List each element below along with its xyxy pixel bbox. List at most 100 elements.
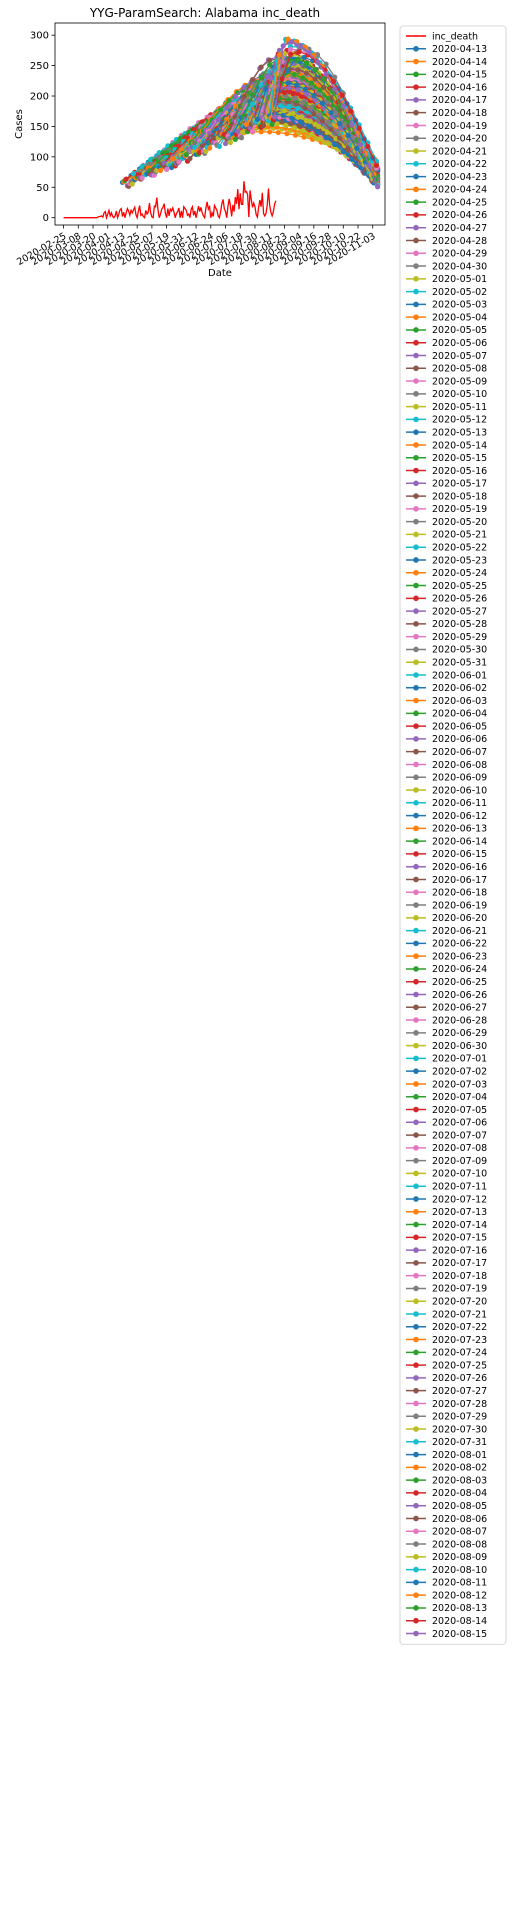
- legend-entry: 2020-04-30: [432, 261, 487, 272]
- forecast-point: [307, 118, 313, 124]
- forecast-point: [300, 75, 306, 81]
- forecast-point: [269, 121, 275, 128]
- forecast-point: [280, 112, 286, 118]
- plot-frame: [54, 22, 386, 226]
- forecast-point: [285, 36, 291, 42]
- forecast-point: [249, 77, 256, 83]
- forecast-point: [258, 74, 264, 80]
- legend-swatch-marker: [413, 876, 419, 883]
- forecast-point: [328, 110, 334, 116]
- legend: inc_death2020-04-132020-04-142020-04-152…: [399, 25, 507, 1645]
- legend-swatch-marker: [413, 557, 419, 563]
- legend-entry: 2020-04-16: [432, 82, 487, 93]
- forecast-point: [356, 125, 362, 131]
- legend-box: [399, 25, 507, 1645]
- legend-entry: 2020-06-27: [432, 1003, 487, 1014]
- legend-swatch-marker: [413, 1272, 419, 1279]
- legend-entry: 2020-06-28: [432, 1015, 487, 1026]
- forecast-point: [222, 140, 229, 147]
- forecast-point: [187, 155, 193, 162]
- legend-swatch-marker: [413, 1515, 419, 1522]
- legend-entry: 2020-07-22: [432, 1322, 487, 1333]
- legend-entry: 2020-04-18: [432, 108, 487, 119]
- forecast-point: [267, 62, 273, 68]
- forecast-point: [306, 49, 312, 55]
- y-axis: 0 50 100 150 200 250 300: [30, 31, 55, 224]
- forecast-point: [303, 60, 310, 66]
- legend-entry: 2020-07-19: [432, 1284, 487, 1295]
- legend-swatch-marker: [413, 1490, 419, 1496]
- forecast-point: [337, 135, 343, 141]
- legend-swatch-marker: [413, 1234, 419, 1241]
- legend-entry: 2020-05-02: [432, 287, 487, 298]
- legend-swatch-marker: [413, 1541, 419, 1547]
- legend-swatch-marker: [413, 1605, 419, 1611]
- chart-title: YYG-ParamSearch: Alabama inc_death: [89, 6, 320, 20]
- forecast-point: [291, 125, 297, 131]
- legend-entry: 2020-06-18: [432, 888, 487, 899]
- legend-swatch-marker: [413, 736, 419, 742]
- forecast-point: [287, 51, 294, 57]
- forecast-point: [249, 101, 256, 107]
- forecast-point: [308, 131, 314, 137]
- forecast-point: [330, 78, 337, 85]
- y-tick-label: 150: [30, 122, 49, 133]
- legend-entry: 2020-06-03: [432, 696, 487, 707]
- legend-swatch-marker: [413, 391, 419, 397]
- legend-entry: 2020-07-16: [432, 1245, 487, 1256]
- legend-entry: 2020-05-24: [432, 568, 487, 579]
- forecast-point: [295, 56, 301, 62]
- legend-swatch-marker: [413, 621, 419, 627]
- forecast-point: [328, 126, 334, 132]
- forecast-point: [290, 91, 296, 97]
- legend-entry: 2020-05-11: [432, 402, 487, 413]
- legend-swatch-marker: [413, 1413, 419, 1420]
- legend-swatch-marker: [413, 173, 419, 180]
- legend-swatch-marker: [413, 1554, 419, 1560]
- legend-swatch-marker: [413, 1349, 419, 1356]
- legend-swatch-marker: [413, 915, 419, 921]
- forecast-point: [139, 175, 145, 181]
- legend-entry: 2020-04-26: [432, 210, 487, 221]
- forecast-point: [354, 145, 360, 151]
- legend-entry: 2020-04-19: [432, 121, 487, 132]
- legend-entry: 2020-05-07: [432, 351, 487, 362]
- legend-swatch-marker: [413, 1004, 419, 1011]
- legend-swatch-marker: [413, 1311, 419, 1317]
- legend-entry: 2020-05-15: [432, 453, 487, 464]
- forecast-point: [279, 76, 285, 82]
- forecast-point: [123, 176, 129, 182]
- legend-entry: 2020-04-24: [432, 185, 487, 196]
- forecast-point: [285, 80, 291, 86]
- legend-entry: 2020-04-27: [432, 223, 487, 234]
- forecast-point: [295, 67, 301, 73]
- legend-swatch-marker: [413, 1247, 419, 1253]
- legend-swatch-marker: [413, 1566, 419, 1573]
- legend-swatch-marker: [413, 1017, 419, 1023]
- legend-entry: 2020-08-10: [432, 1565, 487, 1576]
- legend-entry: 2020-07-05: [432, 1105, 487, 1116]
- legend-entry: 2020-08-13: [432, 1603, 487, 1614]
- legend-entry: 2020-06-22: [432, 939, 487, 950]
- forecast-point: [287, 121, 294, 127]
- forecast-point: [375, 184, 381, 190]
- legend-swatch-marker: [413, 1068, 419, 1074]
- legend-swatch-marker: [413, 1375, 419, 1381]
- forecast-point: [357, 164, 364, 171]
- legend-entry: 2020-04-17: [432, 95, 487, 106]
- legend-entry: 2020-06-25: [432, 977, 487, 988]
- forecast-point: [357, 142, 364, 148]
- series-group: [63, 36, 381, 221]
- legend-swatch-marker: [413, 697, 419, 704]
- legend-entry: 2020-06-13: [432, 824, 487, 835]
- forecast-point: [323, 71, 329, 77]
- forecast-point: [232, 93, 238, 100]
- legend-entry: 2020-08-02: [432, 1463, 487, 1474]
- legend-swatch-marker: [413, 1183, 419, 1189]
- legend-entry: 2020-07-02: [432, 1066, 487, 1077]
- legend-entry: 2020-06-30: [432, 1041, 487, 1052]
- legend-entry: 2020-05-20: [432, 517, 487, 528]
- legend-swatch-marker: [413, 161, 419, 167]
- forecast-point: [216, 143, 222, 150]
- y-axis-label: Cases: [14, 109, 25, 139]
